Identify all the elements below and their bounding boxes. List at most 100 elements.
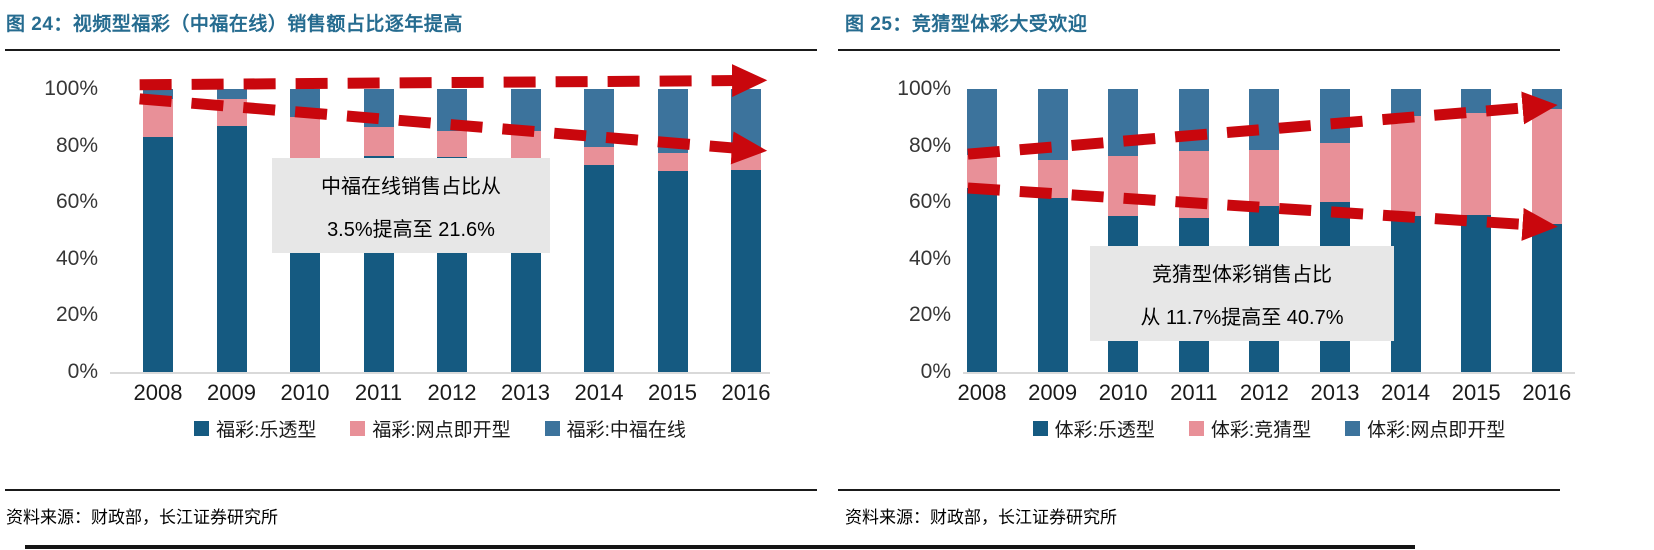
section-divider-right [838, 489, 1560, 491]
x-axis-label: 2009 [1028, 380, 1078, 405]
bar-segment [731, 89, 761, 151]
x-axis-label: 2012 [1239, 380, 1289, 405]
bar-segment [510, 131, 541, 159]
bar-segment [290, 117, 320, 160]
x-axis-label: 2016 [1522, 380, 1572, 405]
bar-segment [1390, 216, 1421, 372]
bar-segment [1108, 89, 1139, 156]
legend-item: 福彩:乐透型 [194, 415, 316, 442]
x-axis-label: 2009 [207, 380, 256, 405]
bar-segment [143, 137, 173, 372]
bar-segment [216, 125, 247, 372]
legend-item: 福彩:中福在线 [544, 415, 686, 442]
bar-segment [1531, 89, 1562, 109]
annotation-line1: 竞猜型体彩销售占比 [1152, 263, 1332, 286]
bar-segment [1037, 159, 1068, 198]
y-axis-tick-label: 60% [908, 190, 951, 214]
y-axis-tick-label: 20% [55, 303, 98, 327]
bar-segment [143, 89, 173, 99]
legend-swatch [350, 421, 366, 436]
bar-segment [1320, 142, 1350, 203]
bar-segment [1249, 89, 1280, 150]
section-divider-left [5, 489, 817, 491]
y-axis-tick-label: 100% [44, 77, 98, 100]
bar-segment [437, 89, 467, 132]
legend-swatch [194, 421, 210, 436]
legend-label: 福彩:中福在线 [566, 420, 686, 441]
x-axis-label: 2013 [501, 380, 550, 405]
bar-segment [657, 152, 688, 172]
y-axis-tick-label: 0% [920, 360, 951, 383]
y-axis-tick-label: 40% [55, 246, 98, 270]
chart-legend: 体彩:乐透型 体彩:竞猜型 体彩:网点即开型 [963, 415, 1575, 442]
x-axis-label: 2014 [1381, 380, 1431, 405]
bar-segment [967, 89, 997, 155]
x-axis-label: 2011 [1170, 380, 1218, 405]
bar-segment [584, 165, 614, 372]
legend-label: 体彩:乐透型 [1054, 420, 1155, 441]
bar-segment [657, 89, 688, 153]
bar-segment [1461, 214, 1492, 372]
legend-item: 体彩:乐透型 [1032, 415, 1155, 442]
source-note-right: 资料来源：财政部，长江证券研究所 [845, 508, 1117, 527]
legend-item: 体彩:竞猜型 [1188, 415, 1311, 442]
bar-segment [1108, 155, 1139, 217]
bar-segment [584, 147, 614, 166]
x-axis-label: 2015 [1451, 380, 1501, 405]
x-axis-label: 2016 [721, 380, 771, 405]
annotation-callout: 竞猜型体彩销售占比从 11.7%提高至 40.7% [1090, 246, 1394, 341]
x-axis-label: 2010 [1098, 380, 1148, 405]
x-axis-label: 2008 [957, 380, 1007, 405]
bar-segment [657, 171, 688, 372]
bar-segment [731, 150, 761, 170]
bar-segment [1390, 115, 1421, 217]
bar-segment [1178, 89, 1209, 152]
bar-segment [216, 89, 247, 99]
x-axis-label: 2013 [1310, 380, 1360, 405]
annotation-line1: 中福在线销售占比从 [321, 175, 501, 198]
legend-item: 福彩:网点即开型 [350, 415, 511, 442]
x-axis-label: 2010 [280, 380, 330, 405]
legend-label: 福彩:网点即开型 [372, 420, 511, 441]
title-underline-right [838, 49, 1560, 51]
annotation-callout: 中福在线销售占比从 3.5%提高至 21.6% [272, 158, 550, 253]
x-axis-label: 2011 [354, 380, 403, 405]
x-axis-line [963, 372, 1575, 374]
bar-segment [216, 98, 247, 126]
y-axis-tick-label: 80% [55, 133, 98, 157]
y-axis-tick-label: 60% [55, 190, 98, 214]
source-note-left: 资料来源：财政部，长江证券研究所 [6, 508, 278, 527]
trend-arrow [139, 64, 768, 98]
figure-25-title: 图 25：竞猜型体彩大受欢迎 [845, 14, 1088, 35]
bar-segment [1037, 197, 1068, 372]
bar-segment [1037, 89, 1068, 160]
annotation-line2: 3.5%提高至 21.6% [327, 218, 495, 241]
annotation-line2: 从 11.7%提高至 40.7% [1140, 306, 1344, 329]
x-axis-label: 2008 [133, 380, 183, 405]
bar-segment [290, 89, 320, 118]
bar-segment [584, 89, 614, 147]
bar-segment [967, 188, 997, 372]
bar-segment [1390, 89, 1421, 116]
legend-swatch [544, 421, 560, 436]
bar-segment [731, 169, 761, 372]
bar-segment [143, 98, 173, 138]
bar-segment [1249, 149, 1280, 207]
bar-segment [363, 127, 394, 156]
next-section-edge [25, 545, 1415, 549]
figure-24-title: 图 24：视频型福彩（中福在线）销售额占比逐年提高 [6, 14, 463, 35]
legend-swatch [1188, 421, 1204, 436]
x-axis-label: 2015 [648, 380, 697, 405]
bar-segment [1320, 89, 1350, 143]
legend-item: 体彩:网点即开型 [1345, 415, 1505, 442]
bar-segment [1461, 113, 1492, 215]
bar-segment [437, 131, 467, 157]
legend-swatch [1032, 421, 1048, 436]
x-axis-line [110, 372, 770, 374]
y-axis-tick-label: 40% [908, 246, 951, 270]
bar-segment [1531, 108, 1562, 224]
bar-segment [1461, 89, 1492, 114]
bar-segment [1531, 223, 1562, 372]
y-axis-tick-label: 80% [908, 133, 951, 157]
